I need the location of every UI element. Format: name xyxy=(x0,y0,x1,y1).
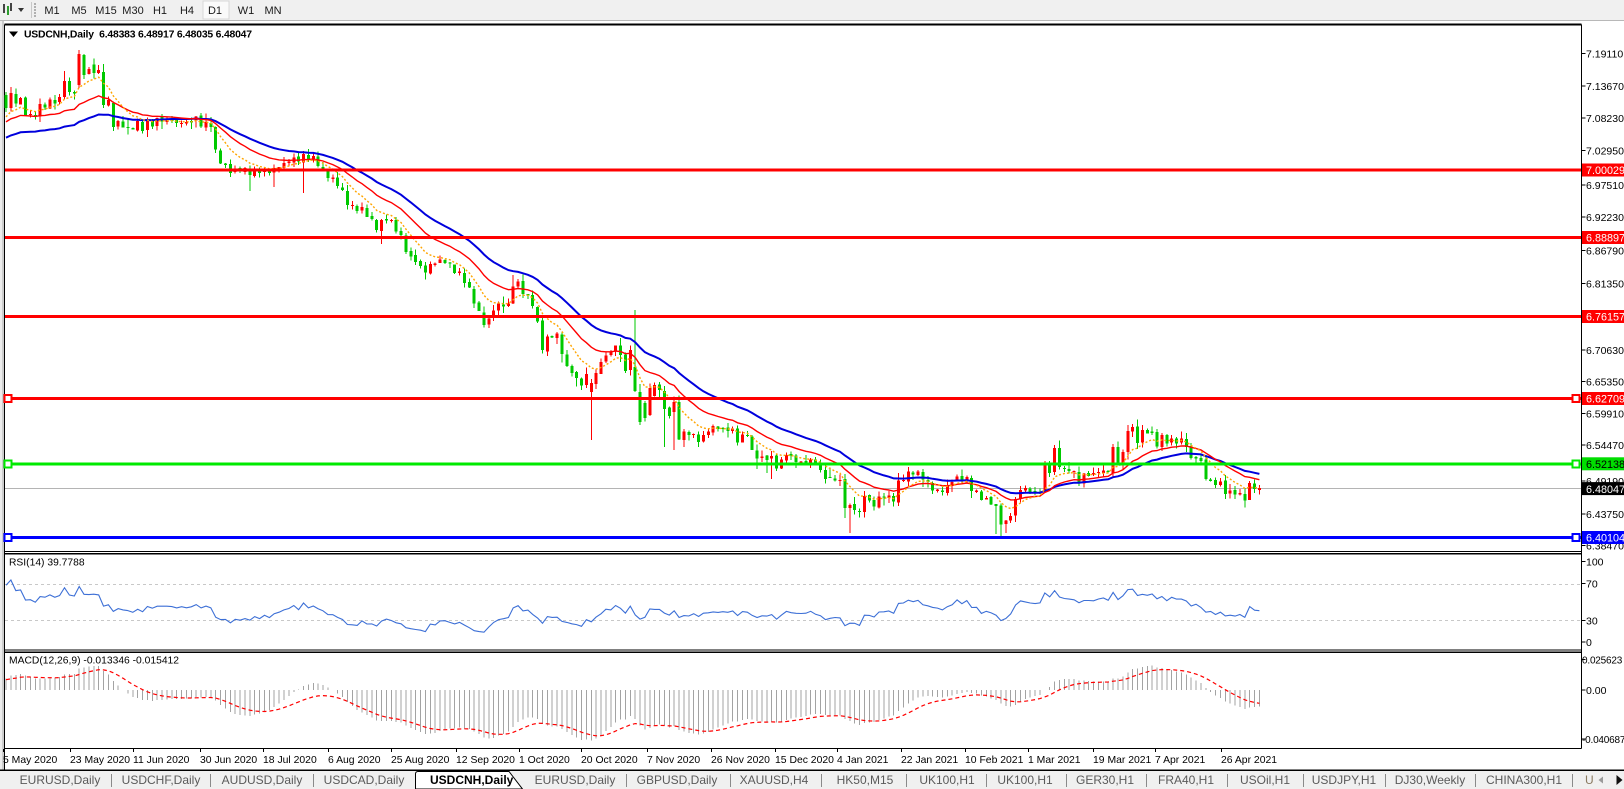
svg-text:1 Oct 2020: 1 Oct 2020 xyxy=(519,755,570,766)
svg-text:6.40104: 6.40104 xyxy=(1586,533,1624,545)
svg-text:6.92230: 6.92230 xyxy=(1586,212,1624,224)
svg-text:USOil,H1: USOil,H1 xyxy=(1240,773,1290,787)
svg-text:19 Mar 2021: 19 Mar 2021 xyxy=(1093,755,1152,766)
svg-text:100: 100 xyxy=(1586,557,1604,569)
svg-text:6.76157: 6.76157 xyxy=(1586,312,1624,324)
svg-text:6.43750: 6.43750 xyxy=(1586,509,1624,521)
svg-text:XAUUSD,H4: XAUUSD,H4 xyxy=(740,773,809,787)
svg-text:0: 0 xyxy=(1586,637,1592,649)
svg-text:MN: MN xyxy=(264,5,281,17)
svg-text:12 Sep 2020: 12 Sep 2020 xyxy=(456,755,515,766)
svg-text:6.65350: 6.65350 xyxy=(1586,377,1624,389)
svg-text:M5: M5 xyxy=(71,5,86,17)
svg-text:USDCNH,Daily: USDCNH,Daily xyxy=(430,773,514,787)
svg-text:1 Mar 2021: 1 Mar 2021 xyxy=(1028,755,1081,766)
svg-text:4 Jan 2021: 4 Jan 2021 xyxy=(837,755,889,766)
svg-text:6 Aug 2020: 6 Aug 2020 xyxy=(328,755,381,766)
svg-text:H1: H1 xyxy=(153,5,167,17)
svg-text:5 May 2020: 5 May 2020 xyxy=(3,755,58,766)
svg-text:15 Dec 2020: 15 Dec 2020 xyxy=(775,755,834,766)
svg-text:70: 70 xyxy=(1586,579,1598,591)
svg-text:30: 30 xyxy=(1586,616,1598,628)
svg-text:6.52138: 6.52138 xyxy=(1586,459,1624,471)
svg-text:UK100,H1: UK100,H1 xyxy=(919,773,975,787)
svg-text:M15: M15 xyxy=(95,5,116,17)
svg-text:USDCAD,Daily: USDCAD,Daily xyxy=(324,773,405,787)
svg-text:AUDUSD,Daily: AUDUSD,Daily xyxy=(222,773,303,787)
svg-text:0.025623: 0.025623 xyxy=(1582,655,1623,666)
svg-text:UK100,H1: UK100,H1 xyxy=(997,773,1053,787)
svg-text:7.00029: 7.00029 xyxy=(1586,165,1624,177)
svg-text:7.13670: 7.13670 xyxy=(1586,81,1624,93)
svg-text:20 Oct 2020: 20 Oct 2020 xyxy=(581,755,638,766)
svg-text:0.00: 0.00 xyxy=(1586,685,1607,697)
svg-text:7.02950: 7.02950 xyxy=(1586,146,1624,158)
svg-text:7.19110: 7.19110 xyxy=(1586,49,1623,61)
svg-text:6.86790: 6.86790 xyxy=(1586,246,1624,258)
svg-text:GBPUSD,Daily: GBPUSD,Daily xyxy=(637,773,718,787)
svg-text:U: U xyxy=(1585,773,1594,787)
svg-text:6.70630: 6.70630 xyxy=(1586,345,1624,357)
svg-text:EURUSD,Daily: EURUSD,Daily xyxy=(535,773,616,787)
svg-text:H4: H4 xyxy=(180,5,194,17)
svg-text:6.62709: 6.62709 xyxy=(1586,394,1624,406)
svg-text:RSI(14) 39.7788: RSI(14) 39.7788 xyxy=(9,558,85,569)
svg-text:6.54470: 6.54470 xyxy=(1586,440,1624,452)
svg-text:25 Aug 2020: 25 Aug 2020 xyxy=(391,755,450,766)
svg-text:M30: M30 xyxy=(122,5,143,17)
svg-text:MACD(12,26,9) -0.013346 -0.015: MACD(12,26,9) -0.013346 -0.015412 xyxy=(9,656,179,667)
svg-text:11 Jun 2020: 11 Jun 2020 xyxy=(133,755,190,766)
svg-text:EURUSD,Daily: EURUSD,Daily xyxy=(20,773,101,787)
svg-text:M1: M1 xyxy=(44,5,59,17)
svg-text:FRA40,H1: FRA40,H1 xyxy=(1158,773,1214,787)
svg-text:W1: W1 xyxy=(238,5,255,17)
svg-text:7 Nov 2020: 7 Nov 2020 xyxy=(647,755,700,766)
svg-text:26 Nov 2020: 26 Nov 2020 xyxy=(711,755,770,766)
svg-text:22 Jan 2021: 22 Jan 2021 xyxy=(901,755,958,766)
svg-text:GER30,H1: GER30,H1 xyxy=(1076,773,1134,787)
svg-text:7.08230: 7.08230 xyxy=(1586,113,1624,125)
svg-text:HK50,M15: HK50,M15 xyxy=(837,773,894,787)
svg-text:6.81350: 6.81350 xyxy=(1586,278,1624,290)
svg-text:6.88897: 6.88897 xyxy=(1586,233,1624,245)
svg-text:10 Feb 2021: 10 Feb 2021 xyxy=(965,755,1024,766)
svg-text:USDJPY,H1: USDJPY,H1 xyxy=(1312,773,1377,787)
svg-text:23 May 2020: 23 May 2020 xyxy=(70,755,130,766)
svg-text:-0.040687: -0.040687 xyxy=(1582,735,1624,746)
svg-text:30 Jun 2020: 30 Jun 2020 xyxy=(200,755,257,766)
svg-text:7 Apr 2021: 7 Apr 2021 xyxy=(1155,755,1205,766)
svg-text:D1: D1 xyxy=(208,5,222,17)
svg-text:6.48047: 6.48047 xyxy=(1586,484,1624,496)
svg-text:18 Jul 2020: 18 Jul 2020 xyxy=(263,755,317,766)
svg-text:CHINA300,H1: CHINA300,H1 xyxy=(1486,773,1562,787)
svg-text:USDCHF,Daily: USDCHF,Daily xyxy=(122,773,201,787)
svg-text:26 Apr 2021: 26 Apr 2021 xyxy=(1221,755,1277,766)
svg-text:DJ30,Weekly: DJ30,Weekly xyxy=(1395,773,1465,787)
svg-text:USDCNH,Daily 6.48383 6.48917: USDCNH,Daily 6.48383 6.48917 6.48035 6.4… xyxy=(24,30,252,41)
svg-text:6.97510: 6.97510 xyxy=(1586,180,1624,192)
svg-text:6.59910: 6.59910 xyxy=(1586,409,1624,421)
